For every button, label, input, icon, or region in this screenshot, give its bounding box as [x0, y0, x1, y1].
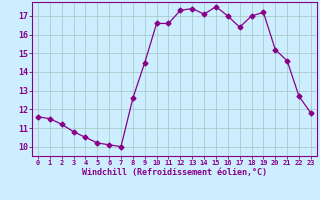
X-axis label: Windchill (Refroidissement éolien,°C): Windchill (Refroidissement éolien,°C) — [82, 168, 267, 177]
